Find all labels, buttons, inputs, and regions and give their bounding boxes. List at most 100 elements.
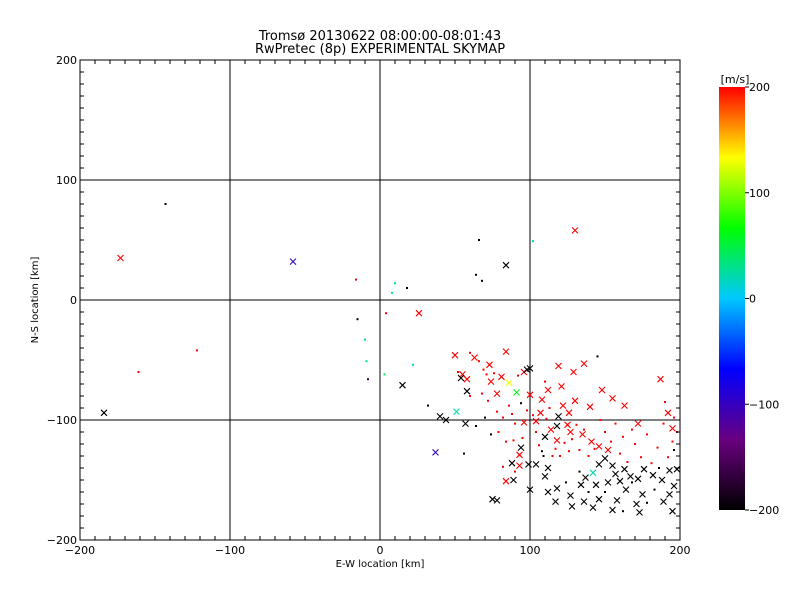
data-point-cross	[633, 500, 640, 508]
data-point-dot	[650, 462, 653, 465]
data-point-cross	[609, 506, 616, 514]
x-tick-label: 200	[670, 544, 691, 557]
chart-subtitle: RwPretec (8p) EXPERIMENTAL SKYMAP	[255, 42, 505, 57]
data-point-cross	[666, 467, 673, 474]
data-point-dot	[481, 279, 483, 282]
y-tick-label: 0	[70, 294, 77, 307]
data-point-dot	[532, 240, 534, 243]
y-tick-label: −100	[47, 414, 77, 427]
data-point-cross	[604, 446, 612, 454]
data-point-cross	[601, 455, 609, 462]
data-point-cross	[669, 507, 676, 515]
data-point-cross	[621, 465, 628, 473]
data-point-dot	[599, 419, 602, 421]
data-point-cross	[544, 464, 552, 472]
data-point-dot	[538, 444, 540, 447]
data-point-dot	[526, 409, 528, 412]
data-point-cross	[463, 375, 471, 383]
data-point-cross	[553, 485, 561, 492]
data-point-dot	[662, 422, 665, 425]
colorbar-tick-label: −200	[749, 504, 779, 517]
data-point-cross	[616, 477, 624, 485]
data-point-dot	[505, 440, 507, 443]
y-axis-label: N-S location [km]	[30, 257, 41, 344]
data-point-cross	[462, 420, 469, 427]
data-point-cross	[520, 419, 528, 426]
data-point-dot	[571, 438, 573, 441]
data-point-dot	[517, 374, 519, 377]
data-point-cross	[634, 420, 642, 427]
data-point-cross	[432, 449, 439, 456]
data-point-dot	[485, 373, 488, 376]
data-point-cross	[558, 383, 565, 390]
data-point-dot	[427, 404, 429, 407]
data-point-cross	[640, 465, 648, 473]
data-point-cross	[502, 477, 510, 485]
data-point-dot	[578, 470, 581, 473]
colorbar-tick-label: 200	[749, 81, 770, 94]
data-point-cross	[580, 498, 588, 505]
y-tick-label: 200	[56, 54, 77, 67]
data-point-dot	[514, 470, 516, 473]
data-point-dot	[631, 481, 633, 484]
data-point-cross	[505, 379, 513, 387]
data-point-cross	[516, 462, 523, 469]
data-point-cross	[592, 481, 600, 489]
data-point-cross	[544, 488, 552, 496]
data-point-cross	[609, 395, 616, 402]
data-point-dot	[544, 380, 546, 383]
data-point-dot	[487, 399, 489, 402]
data-point-cross	[525, 461, 532, 468]
data-point-dot	[619, 452, 621, 455]
data-point-cross	[636, 509, 643, 516]
data-point-cross	[669, 425, 676, 432]
data-point-cross	[487, 378, 495, 385]
data-point-dot	[502, 465, 504, 468]
data-point-cross	[415, 309, 423, 317]
data-point-dot	[565, 481, 567, 484]
data-point-cross	[451, 351, 459, 359]
data-point-dot	[653, 488, 656, 491]
data-point-dot	[469, 351, 471, 354]
data-point-dot	[554, 447, 557, 450]
data-point-dot	[367, 378, 369, 381]
data-point-dot	[383, 373, 386, 376]
chart-title: Tromsø 20130622 08:00:00-08:01:43	[258, 29, 501, 44]
data-point-dot	[664, 401, 666, 403]
data-points	[100, 203, 681, 516]
data-point-dot	[475, 273, 477, 276]
data-point-dot	[673, 449, 675, 451]
data-point-dot	[575, 423, 578, 426]
data-point-dot	[532, 414, 534, 417]
data-point-dot	[478, 360, 480, 363]
data-point-cross	[657, 375, 664, 383]
data-point-dot	[535, 431, 537, 433]
data-point-cross	[553, 422, 561, 430]
data-point-cross	[565, 409, 573, 417]
data-point-dot	[508, 404, 510, 407]
data-point-dot	[578, 449, 581, 451]
data-point-dot	[656, 446, 659, 449]
data-point-cross	[532, 461, 540, 468]
data-point-cross	[553, 437, 561, 444]
data-point-dot	[545, 417, 548, 420]
data-point-cross	[442, 416, 450, 424]
data-point-dot	[596, 355, 599, 358]
data-point-cross	[493, 390, 501, 397]
data-point-cross	[526, 391, 534, 399]
data-point-cross	[517, 444, 525, 451]
data-point-cross	[537, 409, 544, 417]
colorbar-ticks: −200 −100 0 100 200	[745, 81, 779, 517]
data-point-cross	[577, 481, 585, 489]
grid-lines	[80, 60, 680, 540]
data-point-cross	[526, 365, 534, 372]
data-point-dot	[412, 363, 414, 366]
data-point-dot	[622, 510, 624, 513]
data-point-dot	[614, 422, 617, 425]
data-point-dot	[514, 422, 516, 425]
data-point-cross	[649, 471, 657, 479]
data-point-cross	[502, 261, 510, 269]
data-point-dot	[559, 455, 561, 457]
data-point-dot	[496, 410, 498, 413]
